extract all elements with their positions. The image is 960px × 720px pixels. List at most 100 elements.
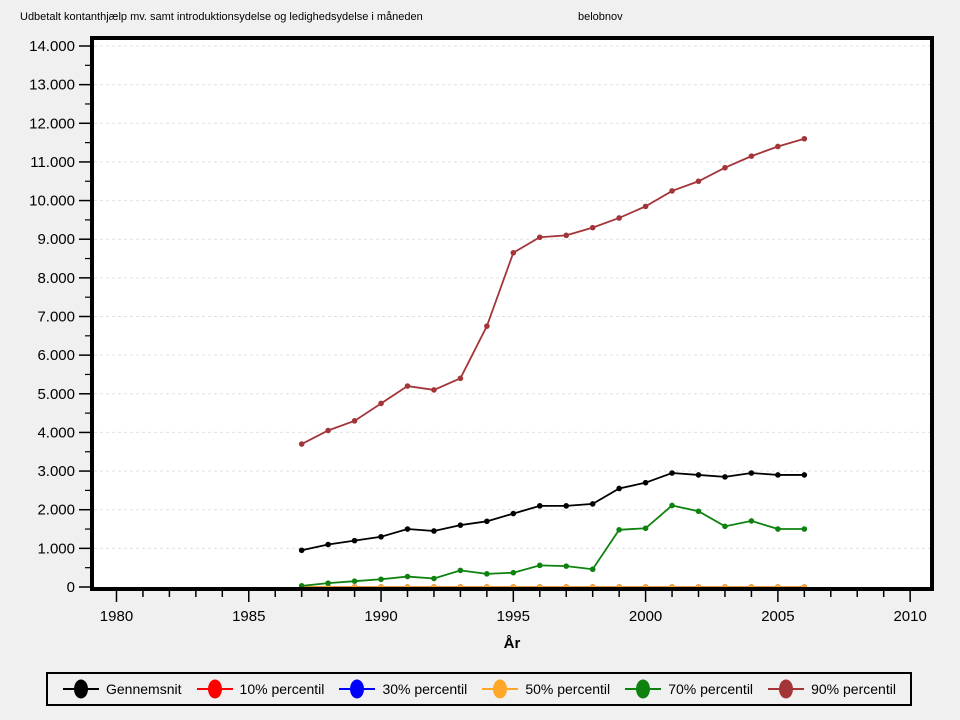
gridlines	[94, 45, 930, 549]
legend-item-gennemsnit: Gennemsnit	[62, 678, 181, 700]
series-70-percentil-marker	[616, 527, 622, 533]
series-90-percentil-marker	[378, 400, 384, 407]
legend-marker-icon	[196, 679, 233, 699]
y-tick-label: 5.000	[37, 386, 75, 403]
y-tick-label: 14.000	[29, 38, 75, 55]
x-tick-label: 2005	[761, 608, 794, 625]
series-90-percentil-marker	[325, 427, 331, 434]
x-tick-label: 1990	[364, 608, 397, 625]
plot-area: 0 1.000 2.000 3.000 4.000 5.000 6.000 7.000 8.00…	[29, 36, 934, 625]
legend-marker-dot	[350, 679, 365, 699]
y-tick-label: 6.000	[37, 347, 75, 364]
x-axis: 1980 1985 1990 1995 2000 2005 2010	[100, 591, 927, 625]
series-gennemsnit-marker	[404, 526, 411, 532]
series-70-percentil-marker	[325, 580, 331, 586]
chart-title: Udbetalt kontanthjælp mv. samt introdukt…	[20, 11, 423, 23]
series-90-percentil-marker	[722, 164, 728, 171]
series-90-percentil-marker	[404, 383, 411, 389]
series-gennemsnit-marker	[722, 474, 728, 480]
legend-marker-icon	[63, 679, 99, 699]
series-90-percentil-line	[301, 137, 805, 445]
series-gennemsnit-marker	[695, 472, 702, 478]
legend-item-90-percentil: 90% percentil	[767, 678, 896, 700]
series-70-percentil-marker	[695, 508, 702, 515]
series-90-percentil-marker	[642, 203, 649, 210]
series-90-percentil-marker	[775, 143, 781, 150]
x-tick-label: 2010	[893, 608, 926, 625]
legend-label: Gennemsnit	[106, 681, 182, 697]
legend-marker-icon	[768, 679, 805, 699]
series-gennemsnit-marker	[457, 522, 464, 528]
series-70-percentil-marker	[722, 523, 728, 530]
legend-label: 70% percentil	[668, 681, 754, 697]
series-gennemsnit-marker	[431, 528, 437, 534]
series-70-percentil-marker	[431, 575, 437, 582]
y-tick-label: 2.000	[37, 502, 75, 519]
y-tick-label: 7.000	[37, 309, 75, 326]
series-90-percentil-marker	[695, 178, 702, 185]
series-90-percentil-marker	[616, 215, 622, 221]
series-70-percentil-marker	[351, 578, 358, 585]
legend-marker-icon	[339, 679, 376, 699]
series-90-percentil-marker	[536, 234, 543, 241]
series-gennemsnit-marker	[298, 547, 305, 554]
series-70-percentil-marker	[642, 525, 649, 532]
series-gennemsnit-marker	[775, 472, 781, 478]
series-gennemsnit-marker	[536, 503, 543, 509]
y-tick-label: 13.000	[29, 77, 75, 94]
legend-label: 50% percentil	[525, 681, 611, 697]
series-gennemsnit-marker	[510, 510, 517, 517]
series-70-percentil-marker	[484, 571, 490, 577]
legend-item-70-percentil: 70% percentil	[624, 678, 753, 700]
legend-item-30-percentil: 30% percentil	[338, 678, 467, 700]
series-70-percentil	[298, 502, 808, 589]
x-tick-label: 1980	[100, 608, 133, 625]
legend-item-10-percentil: 10% percentil	[196, 678, 324, 700]
series-90-percentil-marker	[298, 441, 305, 447]
series-90-percentil	[298, 135, 808, 447]
series-gennemsnit-marker	[563, 503, 570, 509]
series-gennemsnit-marker	[748, 470, 755, 476]
plot-frame	[90, 36, 934, 591]
legend: Gennemsnit 10% percentil 30% percentil 50% …	[46, 672, 912, 706]
legend-item-50-percentil: 50% percentil	[481, 678, 610, 700]
series-90-percentil-marker	[748, 153, 755, 159]
y-tick-label: 9.000	[37, 231, 75, 248]
series-90-percentil-marker	[563, 232, 570, 239]
y-tick-label: 10.000	[29, 193, 75, 210]
y-tick-label: 3.000	[37, 463, 75, 480]
series-70-percentil-marker	[378, 576, 384, 583]
legend-label: 90% percentil	[811, 681, 896, 697]
series-gennemsnit-marker	[351, 537, 358, 544]
series-70-percentil-marker	[404, 573, 411, 580]
series-70-percentil-marker	[510, 569, 517, 576]
x-tick-label: 1995	[497, 608, 530, 625]
series-gennemsnit-marker	[325, 541, 331, 548]
x-tick-label: 1985	[232, 608, 265, 625]
series-90-percentil-marker	[801, 135, 808, 142]
legend-marker-dot	[779, 679, 794, 699]
series-70-percentil-marker	[748, 518, 755, 524]
plot-background	[92, 38, 932, 589]
legend-marker-dot	[636, 679, 651, 699]
legend-label: 30% percentil	[382, 681, 468, 697]
series-gennemsnit	[298, 470, 808, 554]
series-gennemsnit-marker	[378, 533, 384, 540]
series-90-percentil-marker	[351, 418, 358, 424]
series-90-percentil-marker	[484, 323, 490, 329]
series-90-percentil-marker	[431, 387, 437, 393]
series-90-percentil-marker	[669, 188, 675, 194]
x-axis-title: År	[503, 635, 521, 652]
y-tick-label: 4.000	[37, 424, 75, 441]
series-90-percentil-marker	[589, 224, 596, 231]
series-gennemsnit-marker	[642, 479, 649, 486]
series-70-percentil-marker	[801, 526, 808, 532]
series-gennemsnit-line	[301, 472, 805, 552]
series-gennemsnit-marker	[484, 518, 490, 525]
series-gennemsnit-marker	[616, 485, 622, 492]
legend-marker-icon	[482, 679, 519, 699]
y-tick-label: 0	[67, 579, 75, 596]
series-gennemsnit-marker	[801, 472, 808, 478]
series-gennemsnit-marker	[669, 470, 675, 476]
series-90-percentil-marker	[457, 375, 464, 382]
